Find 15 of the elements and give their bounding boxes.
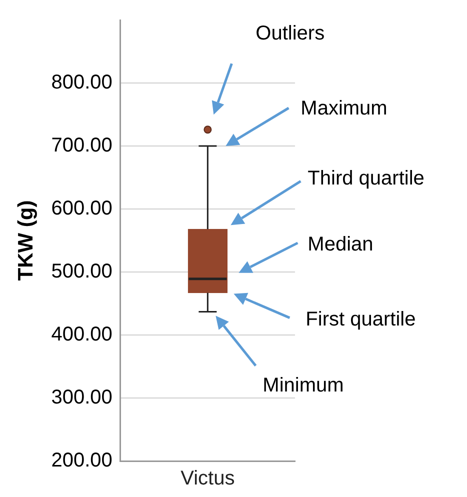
y-tick-label: 200.00 [51, 450, 112, 472]
y-tick-label: 300.00 [51, 386, 112, 409]
text: Median [308, 233, 374, 256]
text: First quartile [306, 308, 416, 332]
y-axis-title: TKW (g) [14, 200, 38, 281]
text: Third quartile [308, 168, 424, 191]
y-tick-label: 800.00 [51, 72, 112, 94]
y-tick-label: 400.00 [51, 324, 112, 346]
y-tick-label: 600.00 [51, 198, 112, 220]
y-tick-label: 700.00 [51, 134, 112, 157]
annotation: Minimum [262, 374, 344, 398]
x-tick-label: Victus [180, 468, 235, 490]
y-tick-label: 500.00 [51, 260, 112, 283]
annotation: Outliers [256, 22, 325, 46]
text: Maximum [300, 98, 388, 120]
